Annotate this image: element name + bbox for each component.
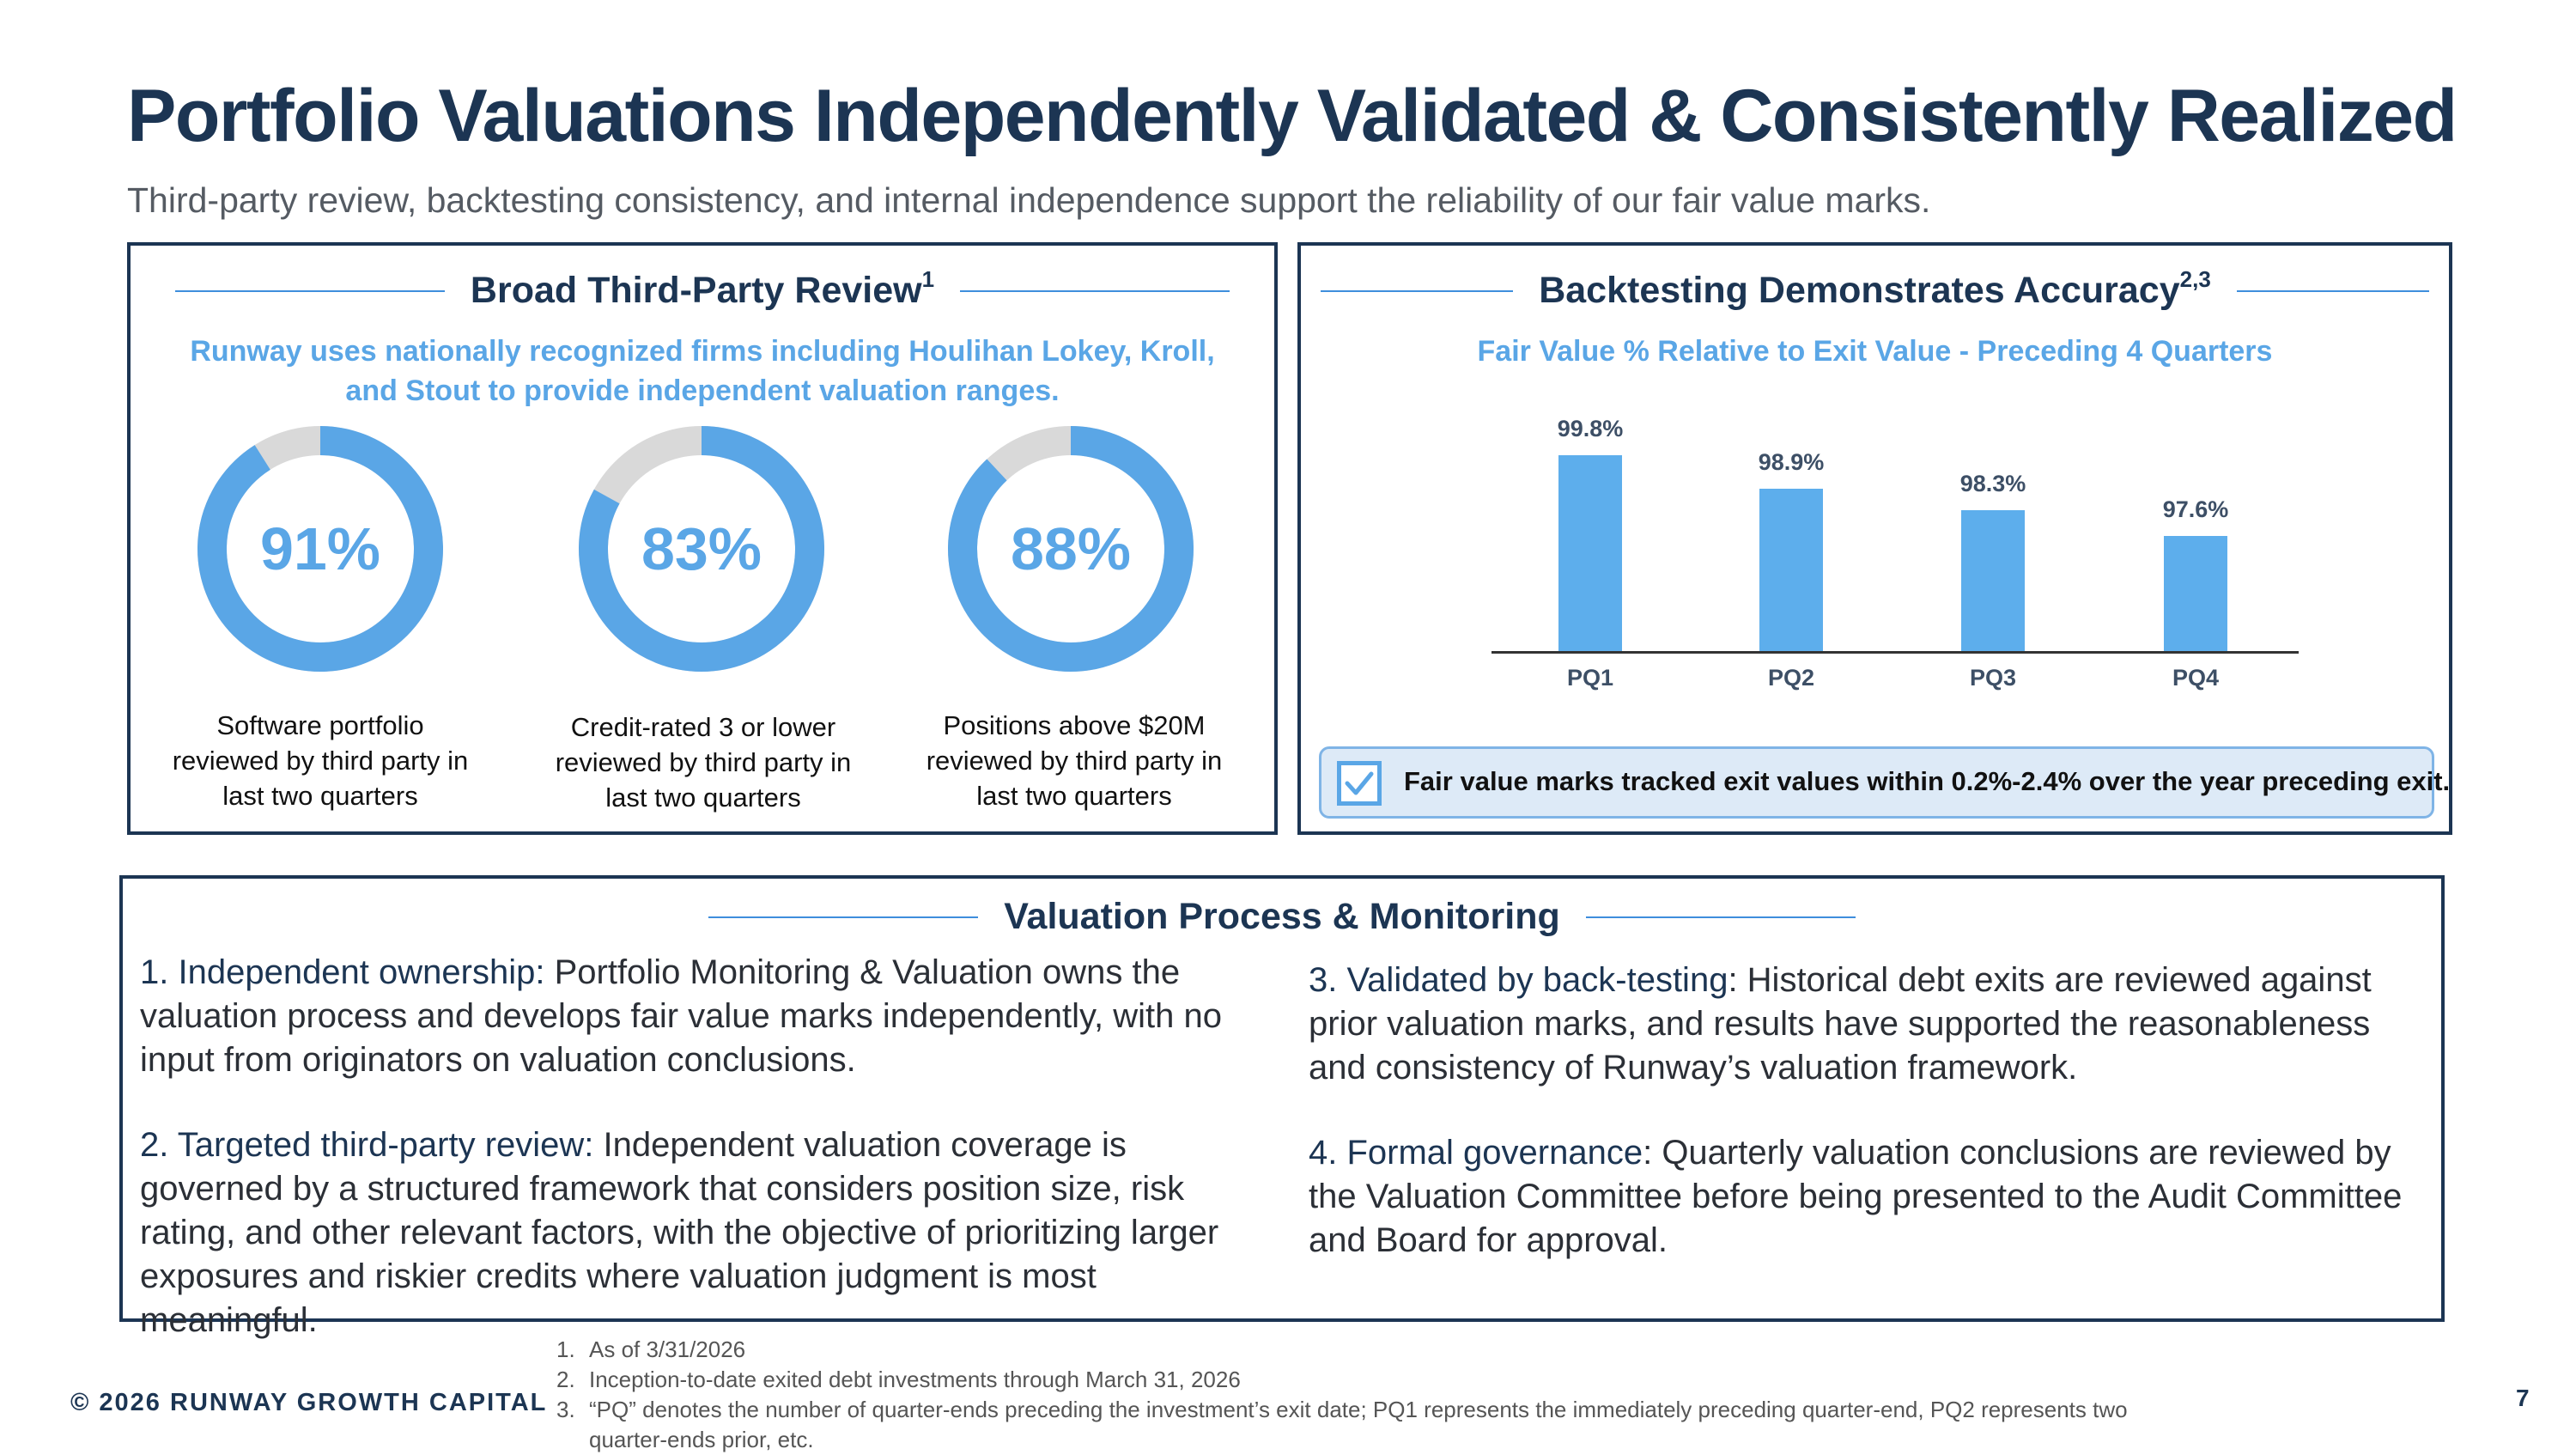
process-item-text: : Historical debt exits are reviewed aga…	[1309, 961, 2372, 1087]
header-rule-left	[174, 289, 445, 292]
callout-text: Fair value marks tracked exit values wit…	[1404, 766, 2451, 796]
backtesting-heading: Backtesting Demonstrates Accuracy	[1539, 270, 2180, 311]
donut-value-label: 91%	[260, 515, 380, 582]
donut-chart-software: 91%	[197, 426, 443, 672]
donut-value-arc	[579, 426, 824, 672]
donut-chart-credit-rated: 83%	[579, 426, 824, 672]
header-rule-left	[1321, 289, 1514, 292]
caption-line: last two quarters	[976, 781, 1172, 811]
backtesting-header: Backtesting Demonstrates Accuracy2,3	[1301, 266, 2449, 312]
page-number: 7	[2516, 1385, 2530, 1411]
bar-value-label: 99.8%	[1557, 416, 1624, 441]
header-rule-right	[960, 289, 1230, 292]
bar-pq2	[1759, 489, 1823, 651]
caption-line: reviewed by third party in	[555, 747, 852, 777]
description-line: Runway uses nationally recognized firms …	[190, 335, 1215, 368]
page-subtitle: Third-party review, backtesting consiste…	[127, 180, 1931, 220]
donut-caption-software: Software portfolio reviewed by third par…	[140, 708, 501, 813]
page-title: Portfolio Valuations Independently Valid…	[127, 75, 2458, 157]
third-party-review-heading: Broad Third-Party Review	[470, 270, 922, 311]
bar-pq1	[1558, 455, 1622, 651]
footnote-text: As of 3/31/2026	[589, 1336, 746, 1362]
process-item-formal-governance: 4. Formal governance: Quarterly valuatio…	[1309, 1131, 2429, 1263]
donut-caption-positions: Positions above $20M reviewed by third p…	[894, 708, 1255, 813]
process-item-independent-ownership: 1. Independent ownership: Portfolio Moni…	[140, 951, 1273, 1082]
donut-value-arc	[948, 426, 1194, 672]
caption-line: Software portfolio	[216, 710, 424, 740]
footnote-text: Inception-to-date exited debt investment…	[589, 1367, 1241, 1392]
process-item-targeted-review: 2. Targeted third-party review: Independ…	[140, 1123, 1273, 1342]
bar-category-label: PQ2	[1767, 665, 1815, 691]
donut-value-label: 88%	[1011, 515, 1131, 582]
footnote-2: 2. Inception-to-date exited debt investme…	[556, 1364, 1241, 1395]
caption-line: reviewed by third party in	[172, 746, 469, 776]
process-item-lead: 1. Independent ownership:	[140, 953, 545, 991]
bar-value-label: 98.3%	[1959, 471, 2026, 496]
bar-category-label: PQ3	[1969, 665, 2017, 691]
donut-value-arc	[197, 426, 443, 672]
process-item-text: Portfolio Monitoring & Valuation owns th…	[140, 953, 1222, 1079]
process-item-back-testing: 3. Validated by back-testing: Historical…	[1309, 959, 2429, 1090]
caption-line: last two quarters	[222, 781, 418, 811]
bar-value-label: 97.6%	[2162, 496, 2229, 522]
header-rule-left	[708, 916, 979, 918]
bar-category-label: PQ4	[2172, 665, 2220, 691]
process-item-text: Independent valuation coverage is govern…	[140, 1126, 1219, 1339]
accuracy-callout: Fair value marks tracked exit values wit…	[1319, 746, 2450, 819]
footnote-3-continued: quarter-ends prior, etc.	[556, 1424, 814, 1455]
process-item-lead: 3. Validated by back-testing	[1309, 961, 1728, 999]
donut-value-label: 83%	[641, 515, 762, 582]
valuation-process-heading: Valuation Process & Monitoring	[1004, 896, 1560, 937]
bar-category-label: PQ1	[1566, 665, 1614, 691]
copyright-notice: © 2026 RUNWAY GROWTH CAPITAL	[70, 1389, 548, 1416]
process-item-lead: 4. Formal governance	[1309, 1134, 1643, 1172]
footnote-text: quarter-ends prior, etc.	[589, 1427, 814, 1452]
third-party-review-description: Runway uses nationally recognized firms …	[131, 332, 1274, 411]
header-rule-right	[2236, 289, 2429, 292]
bar-pq4	[2164, 536, 2227, 651]
process-item-lead: 2. Targeted third-party review:	[140, 1126, 594, 1164]
caption-line: last two quarters	[605, 782, 801, 813]
donut-chart-positions: 88%	[948, 426, 1194, 672]
footnote-number: 2.	[556, 1367, 575, 1392]
chart-title: Fair Value % Relative to Exit Value - Pr…	[1477, 335, 2273, 368]
caption-line: reviewed by third party in	[926, 746, 1223, 776]
backtesting-panel: Backtesting Demonstrates Accuracy2,3 Fai…	[1297, 242, 2452, 835]
footnote-number: 1.	[556, 1336, 575, 1362]
valuation-process-panel: Valuation Process & Monitoring 1. Indepe…	[119, 875, 2445, 1339]
third-party-review-panel: Broad Third-Party Review1 Runway uses na…	[127, 242, 1278, 835]
footnote-1: 1. As of 3/31/2026	[556, 1334, 745, 1365]
bar-pq3	[1961, 510, 2025, 651]
footnote-ref: 2,3	[2179, 266, 2211, 292]
bar-chart: 99.8% PQ1 98.9% PQ2 98.3% PQ3 97.6% PQ4	[1301, 246, 2449, 831]
caption-line: Credit-rated 3 or lower	[570, 712, 836, 742]
bar-value-label: 98.9%	[1758, 449, 1825, 475]
checkmark-icon	[1337, 761, 1382, 806]
chart-baseline	[1492, 651, 2299, 654]
footnote-3: 3. “PQ” denotes the number of quarter-end…	[556, 1394, 2128, 1425]
caption-line: Positions above $20M	[943, 710, 1206, 740]
footnote-text: “PQ” denotes the number of quarter-ends …	[589, 1397, 2128, 1422]
donut-caption-credit-rated: Credit-rated 3 or lower reviewed by thir…	[523, 709, 884, 815]
description-line: and Stout to provide independent valuati…	[345, 374, 1060, 407]
third-party-review-header: Broad Third-Party Review1	[131, 266, 1274, 312]
process-item-text: : Quarterly valuation conclusions are re…	[1309, 1134, 2403, 1259]
footnote-ref: 1	[921, 266, 935, 292]
valuation-process-header: Valuation Process & Monitoring	[123, 896, 2441, 938]
footnote-number: 3.	[556, 1397, 575, 1422]
header-rule-right	[1585, 916, 1856, 918]
